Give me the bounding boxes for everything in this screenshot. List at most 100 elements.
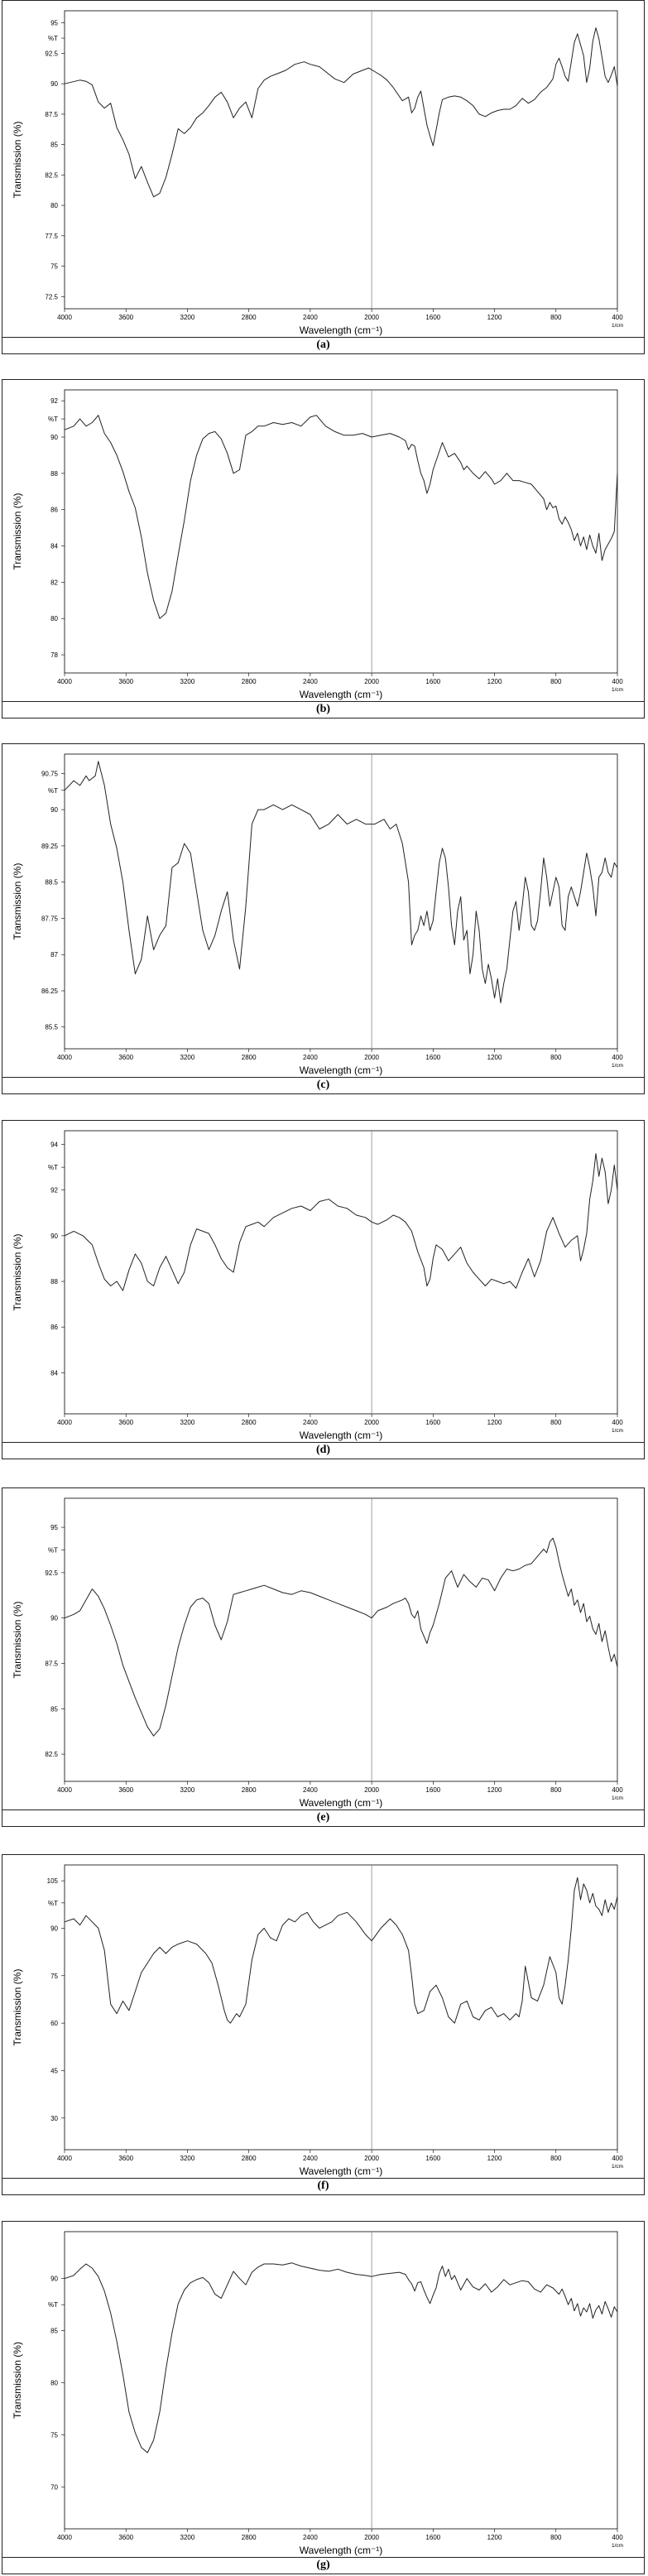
x-tick-label: 1200 [487,1786,502,1794]
y-tick-label: 87.75 [41,915,59,922]
x-tick-label: 4000 [57,1419,72,1426]
spectrum-panel: 95 %T 92.5 90 87.5 85 82.5 4000 3600 3200 2800 2400… [2,1487,645,1827]
x-unit-label: 1/cm [612,323,623,329]
panel-label: (f) [317,2180,329,2192]
spectrum-chart: 95 %T 92.5 90 87.5 85 82.5 80 77.5 75 72.5 4000 3600… [12,10,623,336]
x-axis-title: Wavelength (cm⁻¹) [300,2165,383,2177]
x-tick-label: 3600 [118,1419,133,1426]
x-tick-label: 2000 [364,2155,379,2162]
y-tick-label: 90.75 [41,770,59,777]
x-tick-label: 1600 [425,1419,440,1426]
x-tick-label: 4000 [57,678,72,685]
x-tick-label: 2000 [364,1419,379,1426]
x-tick-label: 2000 [364,314,379,321]
x-tick-label: 1200 [487,1419,502,1426]
x-tick-label: 2000 [364,1786,379,1794]
x-tick-label: 3200 [180,1786,195,1794]
spectrum-series-line [64,761,618,1004]
y-tick-label: 72.5 [45,293,58,300]
spectrum-chart: 95 %T 92.5 90 87.5 85 82.5 4000 3600 3200 2800 2400… [12,1497,623,1809]
panel-divider [2,1809,644,1810]
y-tick-label: 77.5 [45,233,58,240]
panel-divider [2,2557,644,2558]
y-tick-label: %T [48,1900,58,1907]
x-tick-label: 800 [550,2534,562,2541]
spectrum-panel: 90 %T 85 80 75 70 4000 3600 3200 2800 2400 2000 1600… [2,2221,645,2574]
y-tick-label: 88 [50,1278,58,1286]
x-tick-label: 3200 [180,2155,195,2162]
x-tick-label: 1200 [487,1054,502,1061]
x-axis-title: Wavelength (cm⁻¹) [300,689,383,700]
x-tick-label: 1200 [487,2155,502,2162]
x-unit-label: 1/cm [612,1063,623,1069]
y-tick-label: 90 [50,1615,58,1622]
y-tick-label: 80 [50,2380,58,2387]
x-tick-label: 800 [550,1786,562,1794]
x-tick-label: 3200 [180,314,195,321]
y-tick-label: 80 [50,615,58,622]
x-tick-label: 400 [612,1786,623,1794]
spectrum-series-line [64,415,618,619]
x-tick-label: 2000 [364,1054,379,1061]
x-tick-label: 2800 [242,1419,257,1426]
x-tick-label: 800 [550,1419,562,1426]
y-tick-label: 85 [50,1705,58,1713]
y-tick-label: 75 [50,2432,58,2439]
plot-frame [64,1864,618,2151]
y-axis-title: Transmission (%) [12,1234,23,1311]
spectrum-panel: 92 %T 90 88 86 84 82 80 78 4000 3600 3200 2800 2400 20… [2,379,645,718]
y-tick-label: 90 [50,80,58,88]
y-tick-label: 84 [50,543,58,550]
y-axis-title: Transmission (%) [12,1969,23,2046]
y-tick-label: %T [48,1546,58,1554]
x-tick-label: 1600 [425,1054,440,1061]
x-tick-label: 800 [550,1054,562,1061]
y-tick-label: 94 [50,1141,58,1149]
y-tick-label: 82.5 [45,171,58,179]
plot-frame [64,10,618,310]
y-tick-label: 75 [50,1973,58,1980]
y-tick-label: 92.5 [45,50,58,57]
y-tick-label: 70 [50,2484,58,2492]
x-tick-label: 3600 [118,1786,133,1794]
plot-frame [64,1497,618,1782]
y-tick-label: 75 [50,263,58,271]
spectrum-panel: 90.75 %T 90 89.25 88.5 87.75 87 86.25 85.5 4000 36… [2,743,645,1094]
plot-frame [64,753,618,1050]
x-tick-label: 3600 [118,1054,133,1061]
x-axis-title: Wavelength (cm⁻¹) [300,1065,383,1076]
y-tick-label: 92.5 [45,1569,58,1577]
x-tick-label: 2400 [303,2534,318,2541]
y-axis-title: Transmission (%) [12,122,23,199]
x-tick-label: 400 [612,678,623,685]
spectrum-chart: 90.75 %T 90 89.25 88.5 87.75 87 86.25 85.5 4000 36… [12,753,623,1076]
x-tick-label: 800 [550,2155,562,2162]
x-tick-label: 400 [612,1419,623,1426]
plot-frame [64,1130,618,1415]
y-tick-label: 86 [50,1324,58,1331]
x-tick-label: 3200 [180,1419,195,1426]
panel-label: (g) [316,2559,330,2571]
x-tick-label: 4000 [57,2155,72,2162]
y-tick-label: 95 [50,1524,58,1531]
spectrum-series-line [64,1877,618,2024]
x-axis-title: Wavelength (cm⁻¹) [300,324,383,336]
y-tick-label: 86 [50,507,58,514]
x-unit-label: 1/cm [612,1795,623,1801]
x-axis-title: Wavelength (cm⁻¹) [300,2545,383,2556]
x-tick-label: 800 [550,678,562,685]
spectrum-chart: 90 %T 85 80 75 70 4000 3600 3200 2800 2400 2000 1600… [12,2231,623,2556]
y-tick-label: %T [48,416,58,423]
y-tick-label: 87.5 [45,111,58,118]
x-tick-label: 1600 [425,1786,440,1794]
spectrum-series-line [64,27,618,198]
plot-frame [64,389,618,674]
panel-divider [2,1442,644,1443]
y-tick-label: 85 [50,142,58,149]
x-tick-label: 2800 [242,1786,257,1794]
x-tick-label: 2800 [242,678,257,685]
x-tick-label: 1600 [425,2534,440,2541]
x-tick-label: 3200 [180,678,195,685]
x-tick-label: 400 [612,1054,623,1061]
y-tick-label: 90 [50,1925,58,1932]
